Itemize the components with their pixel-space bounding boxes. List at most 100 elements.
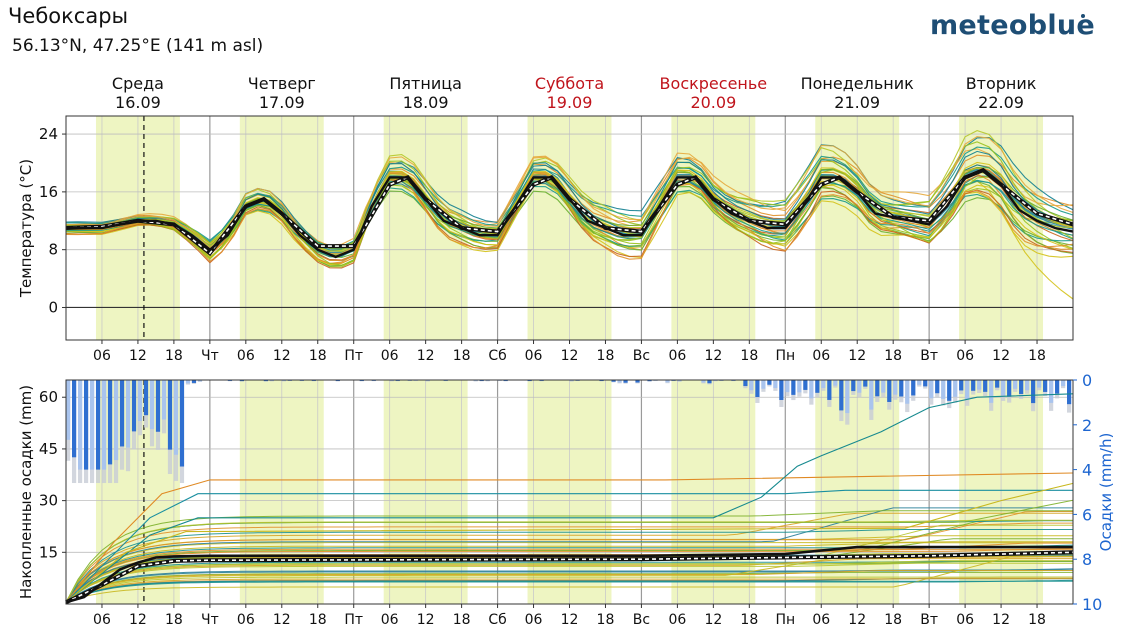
day-date-label: 17.09 bbox=[259, 93, 305, 112]
precipitation-rate-bar bbox=[95, 380, 101, 470]
precipitation-rate-bar bbox=[929, 380, 934, 399]
x-tick-label: 12 bbox=[273, 612, 291, 628]
x-tick-label: 06 bbox=[956, 612, 974, 628]
precipitation-rate-bar bbox=[1007, 380, 1012, 397]
temperature-median-line bbox=[66, 168, 1074, 259]
precipitation-ensemble-line bbox=[65, 560, 1073, 603]
precipitation-rate-bar bbox=[857, 380, 862, 393]
precipitation-rate-bar bbox=[569, 380, 574, 382]
precipitation-rate-bar bbox=[983, 380, 988, 392]
precipitation-rate-bar bbox=[1019, 380, 1024, 395]
x-tick-label: 06 bbox=[237, 612, 255, 628]
precipitation-rate-bar bbox=[677, 380, 682, 382]
x-tick-label: 18 bbox=[453, 612, 471, 628]
precipitation-ensemble-line bbox=[65, 570, 1073, 603]
day-name-label: Пятница bbox=[389, 74, 462, 93]
meteoblue-logo: meteoblue bbox=[930, 10, 1096, 41]
precipitation-rate-bar bbox=[173, 380, 179, 455]
x-tick-label: 12 bbox=[561, 612, 579, 628]
x-tick-label: Пт bbox=[344, 612, 363, 628]
y2-tick-label: 4 bbox=[1082, 461, 1092, 480]
precipitation-rate-bar bbox=[473, 380, 478, 382]
precipitation-rate-bar bbox=[107, 380, 113, 465]
x-tick-label: 18 bbox=[1028, 348, 1046, 364]
precipitation-rate-bar bbox=[71, 380, 77, 458]
precipitation-rate-bar bbox=[131, 380, 137, 432]
precipitation-rate-bar bbox=[623, 380, 628, 383]
precipitation-ensemble-line bbox=[65, 393, 1074, 603]
precipitation-ensemble-line bbox=[65, 547, 1074, 603]
precipitation-rate-bar bbox=[281, 380, 286, 382]
day-name-label: Суббота bbox=[535, 74, 604, 93]
precipitation-rate-bar bbox=[755, 380, 760, 398]
precipitation-rate-bar bbox=[425, 380, 430, 382]
x-tick-label: Вт bbox=[920, 612, 938, 628]
precipitation-rate-bar bbox=[797, 380, 802, 393]
precipitation-rate-bar bbox=[791, 380, 796, 395]
day-date-label: 18.09 bbox=[403, 93, 449, 112]
x-tick-label: Пт bbox=[344, 348, 363, 364]
x-tick-label: 06 bbox=[668, 348, 686, 364]
x-tick-label: 18 bbox=[1028, 612, 1046, 628]
y2-tick-label: 6 bbox=[1082, 505, 1092, 524]
day-date-label: 21.09 bbox=[834, 93, 880, 112]
precipitation-rate-bar bbox=[767, 380, 772, 385]
x-tick-label: 06 bbox=[525, 348, 543, 364]
x-tick-label: 18 bbox=[309, 348, 327, 364]
day-date-label: 16.09 bbox=[115, 93, 161, 112]
precipitation-ensemble-line bbox=[65, 578, 1073, 603]
precipitation-rate-bar bbox=[1049, 380, 1054, 403]
location-title: Чебоксары bbox=[8, 4, 129, 28]
precipitation-rate-bar bbox=[83, 380, 89, 470]
precipitation-rate-bar bbox=[125, 380, 131, 448]
day-name-label: Вторник bbox=[966, 74, 1037, 93]
x-tick-label: 06 bbox=[812, 348, 830, 364]
day-name-label: Среда bbox=[112, 74, 164, 93]
y2-tick-label: 2 bbox=[1082, 416, 1092, 435]
precipitation-rate-bar bbox=[749, 380, 754, 391]
day-date-label: 19.09 bbox=[547, 93, 593, 112]
precipitation-ensemble-line bbox=[65, 507, 1073, 603]
precipitation-rate-bar bbox=[197, 380, 203, 382]
precipitation-rate-bar bbox=[785, 380, 790, 393]
x-tick-label: Чт bbox=[201, 348, 219, 364]
precipitation-rate-bar bbox=[875, 380, 880, 397]
y2-tick-label: 10 bbox=[1082, 595, 1102, 614]
x-tick-label: 06 bbox=[237, 348, 255, 364]
precipitation-ensemble-line bbox=[65, 571, 1073, 603]
precipitation-rate-bar bbox=[527, 380, 532, 382]
precipitation-rate-bar bbox=[113, 380, 119, 461]
day-date-label: 22.09 bbox=[978, 93, 1024, 112]
precipitation-rate-bar bbox=[635, 380, 640, 383]
precipitation-rate-bar bbox=[707, 380, 712, 384]
x-tick-label: 12 bbox=[992, 348, 1010, 364]
x-tick-label: 18 bbox=[165, 612, 183, 628]
precipitation-rate-bar bbox=[647, 380, 652, 382]
precipitation-rate-bar bbox=[1043, 380, 1048, 392]
precipitation-rate-bar bbox=[191, 380, 197, 383]
y-tick-label: 24 bbox=[39, 125, 58, 143]
precipitation-rate-bar bbox=[917, 380, 922, 385]
precipitation-rate-bar bbox=[815, 380, 820, 393]
precipitation-rate-bars bbox=[66, 380, 1072, 484]
x-tick-label: 06 bbox=[812, 612, 830, 628]
x-tick-label: 18 bbox=[884, 612, 902, 628]
precipitation-rate-bar bbox=[779, 380, 784, 400]
precipitation-rate-bar bbox=[143, 380, 149, 416]
precipitation-rate-bar bbox=[965, 380, 970, 400]
x-tick-label: 12 bbox=[273, 348, 291, 364]
precipitation-rate-bar bbox=[1001, 380, 1006, 396]
precipitation-ensemble-line bbox=[65, 519, 1073, 603]
precipitation-rate-bar bbox=[947, 380, 952, 401]
precipitation-rate-bar bbox=[185, 380, 191, 384]
precipitation-rate-bar bbox=[761, 380, 766, 389]
x-tick-label: 06 bbox=[93, 612, 111, 628]
precipitation-rate-bar bbox=[161, 380, 167, 420]
x-tick-label: 12 bbox=[561, 348, 579, 364]
precipitation-rate-bar bbox=[821, 380, 826, 389]
precipitation-rate-bar bbox=[971, 380, 976, 391]
precipitation-rate-bar bbox=[1067, 380, 1072, 405]
precipitation-rate-bar bbox=[743, 380, 748, 387]
precipitation-rate-bar bbox=[1055, 380, 1060, 394]
y-tick-label: 15 bbox=[39, 543, 58, 561]
